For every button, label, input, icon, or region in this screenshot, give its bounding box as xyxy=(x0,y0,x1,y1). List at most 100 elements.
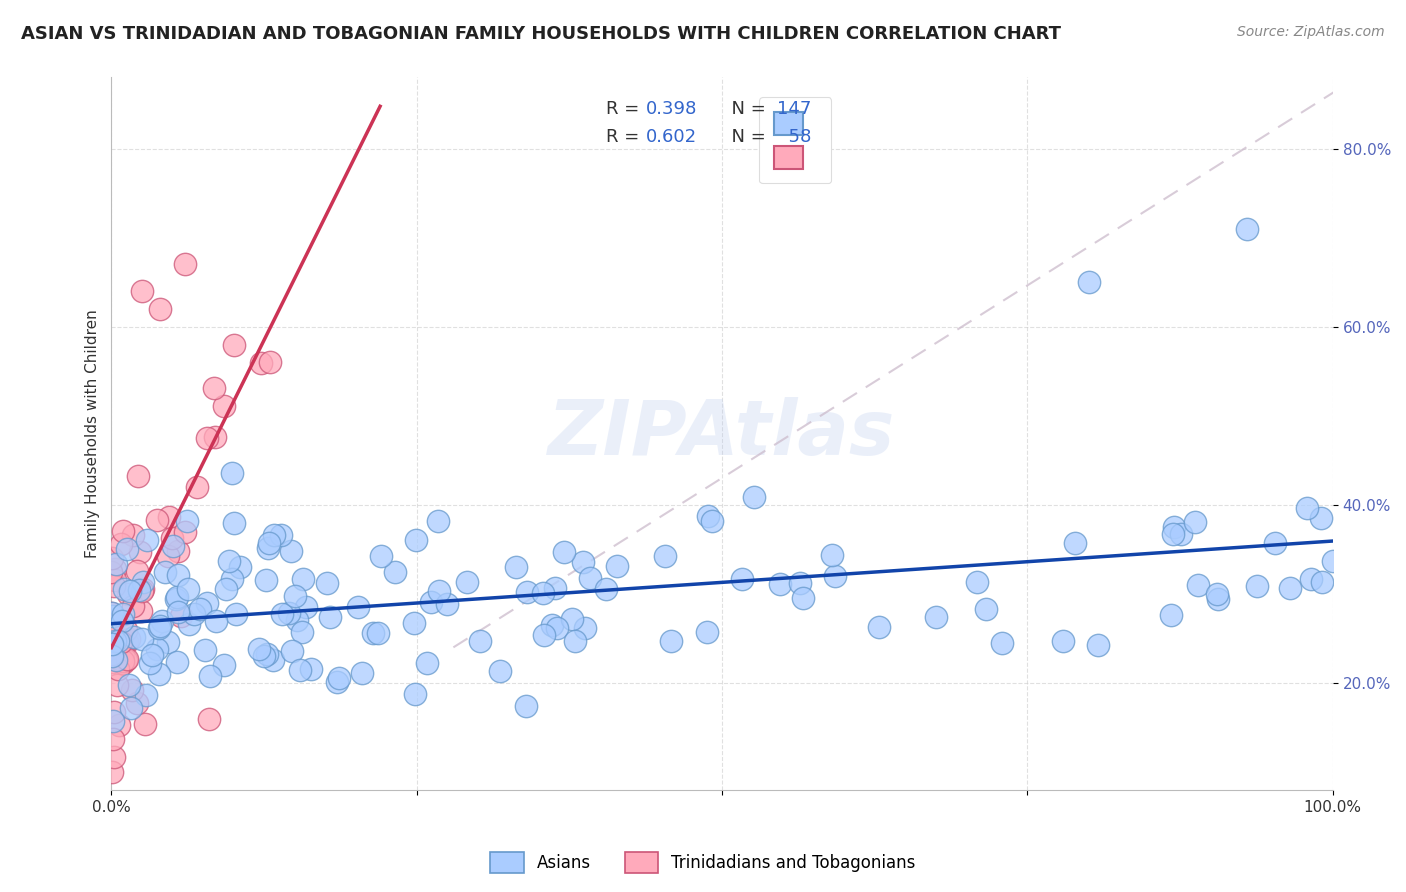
Text: R =: R = xyxy=(606,128,645,146)
Point xyxy=(259,535,281,549)
Point xyxy=(131,284,153,298)
Point xyxy=(270,528,292,542)
Point xyxy=(120,701,142,715)
Point xyxy=(384,565,406,579)
Point xyxy=(792,591,814,605)
Point xyxy=(110,537,132,551)
Point xyxy=(212,400,235,414)
Point xyxy=(789,576,811,591)
Point xyxy=(127,468,149,483)
Point xyxy=(122,599,145,613)
Point xyxy=(218,554,240,568)
Point xyxy=(132,582,155,597)
Point xyxy=(222,516,245,530)
Point xyxy=(281,644,304,658)
Point xyxy=(420,595,443,609)
Point xyxy=(247,641,270,656)
Point xyxy=(405,533,427,547)
Point xyxy=(285,613,308,627)
Point xyxy=(1087,639,1109,653)
Point xyxy=(553,544,575,558)
Point xyxy=(146,641,169,656)
Point xyxy=(1278,582,1301,596)
Point xyxy=(225,607,247,621)
Point xyxy=(100,624,122,638)
Point xyxy=(117,587,139,601)
Point xyxy=(579,571,602,585)
Point xyxy=(177,582,200,597)
Point xyxy=(1161,527,1184,541)
Point xyxy=(256,541,278,555)
Point xyxy=(288,664,311,678)
Point xyxy=(974,602,997,616)
Point xyxy=(107,646,129,660)
Point xyxy=(103,608,125,623)
Point xyxy=(127,697,149,711)
Point xyxy=(370,549,392,563)
Text: N =: N = xyxy=(720,128,770,146)
Point xyxy=(291,625,314,640)
Point xyxy=(427,583,450,598)
Point xyxy=(117,635,139,649)
Point xyxy=(105,678,128,692)
Point xyxy=(361,625,384,640)
Point xyxy=(177,616,200,631)
Point xyxy=(173,257,195,271)
Point xyxy=(1052,634,1074,648)
Legend: Asians, Trinidadians and Tobagonians: Asians, Trinidadians and Tobagonians xyxy=(484,846,922,880)
Point xyxy=(516,585,538,599)
Point xyxy=(505,560,527,574)
Point xyxy=(129,604,152,618)
Point xyxy=(1310,574,1333,589)
Point xyxy=(100,765,122,780)
Point xyxy=(531,586,554,600)
Point xyxy=(112,648,135,662)
Point xyxy=(174,525,197,540)
Point xyxy=(188,602,211,616)
Point xyxy=(103,579,125,593)
Point xyxy=(155,565,177,579)
Point xyxy=(128,544,150,558)
Point xyxy=(108,717,131,731)
Point xyxy=(416,656,439,670)
Point xyxy=(299,662,322,676)
Point xyxy=(205,614,228,628)
Point xyxy=(1264,536,1286,550)
Point xyxy=(546,621,568,635)
Point xyxy=(1170,527,1192,541)
Point xyxy=(104,634,127,648)
Point xyxy=(1296,500,1319,515)
Point xyxy=(574,621,596,635)
Point xyxy=(200,669,222,683)
Point xyxy=(101,649,124,664)
Text: Source: ZipAtlas.com: Source: ZipAtlas.com xyxy=(1237,25,1385,39)
Point xyxy=(742,490,765,504)
Point xyxy=(468,634,491,648)
Point xyxy=(100,566,122,580)
Point xyxy=(212,657,235,672)
Point xyxy=(515,699,537,714)
Point xyxy=(148,666,170,681)
Point xyxy=(111,607,134,621)
Legend: , : , xyxy=(759,97,831,183)
Point xyxy=(100,647,122,661)
Point xyxy=(821,548,844,562)
Text: ASIAN VS TRINIDADIAN AND TOBAGONIAN FAMILY HOUSEHOLDS WITH CHILDREN CORRELATION : ASIAN VS TRINIDADIAN AND TOBAGONIAN FAMI… xyxy=(21,25,1062,43)
Point xyxy=(204,429,226,443)
Point xyxy=(595,582,617,596)
Point xyxy=(561,612,583,626)
Point xyxy=(284,589,307,603)
Point xyxy=(128,583,150,598)
Point xyxy=(654,549,676,563)
Point xyxy=(135,688,157,702)
Point xyxy=(118,632,141,646)
Point xyxy=(263,528,285,542)
Text: 0.398: 0.398 xyxy=(647,100,697,118)
Point xyxy=(697,508,720,523)
Point xyxy=(103,705,125,719)
Point xyxy=(112,582,135,597)
Point xyxy=(731,572,754,586)
Point xyxy=(326,675,349,690)
Text: N =: N = xyxy=(720,100,770,118)
Point xyxy=(221,466,243,480)
